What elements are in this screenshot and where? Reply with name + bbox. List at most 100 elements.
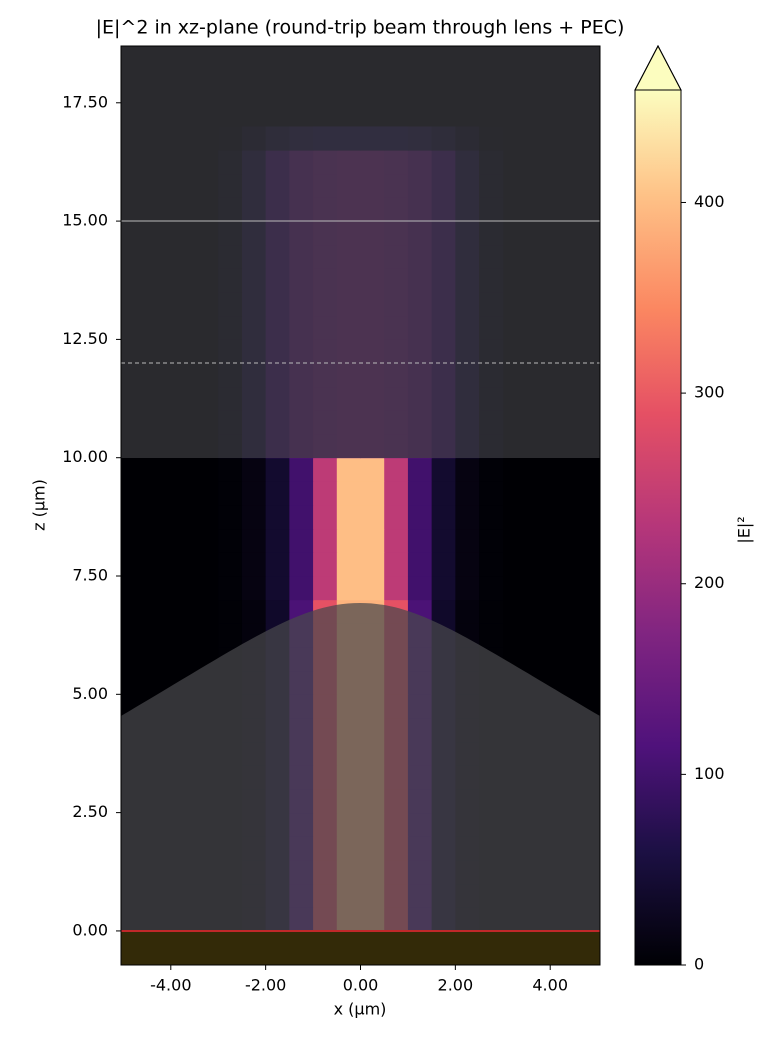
heatmap-cell	[360, 528, 385, 553]
pec	[121, 931, 600, 965]
x-axis-label: x (µm)	[334, 1000, 387, 1019]
heatmap-cell	[289, 481, 314, 506]
y-axis-label: z (µm)	[30, 479, 49, 531]
colorbar-label: |E|²	[735, 516, 754, 543]
heatmap-cell	[313, 576, 338, 601]
heatmap-cell	[407, 528, 433, 553]
heatmap-cell	[218, 457, 243, 482]
heatmap-cell	[218, 481, 243, 506]
heatmap-cell	[265, 576, 290, 601]
heatmap-cell	[336, 528, 361, 553]
heatmap-cell	[455, 505, 480, 530]
heatmap-cell	[431, 528, 456, 553]
heatmap-cell	[336, 457, 361, 482]
heatmap-cell	[407, 457, 433, 482]
heatmap-cell	[384, 576, 409, 601]
heatmap-cell	[431, 576, 456, 601]
heatmap-cell	[313, 552, 338, 577]
heatmap-cell	[265, 505, 290, 530]
heatmap-cell	[218, 599, 243, 624]
colorbar-tick-label: 300	[694, 383, 725, 402]
heatmap-cell	[455, 552, 480, 577]
heatmap-cell	[218, 576, 243, 601]
heatmap-cell	[455, 481, 480, 506]
heatmap-cell	[218, 623, 243, 648]
heatmap-cell	[384, 528, 409, 553]
heatmap-cell	[479, 457, 504, 482]
heatmap-cell	[479, 623, 504, 648]
heatmap-cell	[479, 576, 504, 601]
heatmap-cell	[241, 481, 267, 506]
heatmap-cell	[384, 457, 409, 482]
heatmap-cell	[265, 457, 290, 482]
heatmap-cell	[479, 481, 504, 506]
heatmap-cell	[336, 576, 361, 601]
overlays	[121, 46, 600, 965]
colorbar-extend	[634, 44, 682, 91]
colorbar-frame	[634, 44, 682, 966]
heatmap-cell	[384, 552, 409, 577]
heatmap-cell	[241, 457, 267, 482]
heatmap-cell	[241, 552, 267, 577]
heatmap-cell	[479, 552, 504, 577]
heatmap-cell	[241, 528, 267, 553]
heatmap-cell	[313, 528, 338, 553]
heatmap-cell	[289, 505, 314, 530]
upper-region	[121, 46, 600, 458]
heatmap-cell	[336, 505, 361, 530]
heatmap-cell	[313, 505, 338, 530]
heatmap-cell	[360, 457, 385, 482]
heatmap-cell	[407, 576, 433, 601]
heatmap-cell	[360, 576, 385, 601]
heatmap-cell	[241, 576, 267, 601]
x-tick-label: 2.00	[438, 976, 474, 995]
heatmap-cell	[431, 505, 456, 530]
heatmap-cell	[431, 481, 456, 506]
heatmap-cell	[218, 528, 243, 553]
heatmap-cell	[431, 457, 456, 482]
heatmap-cell	[336, 552, 361, 577]
heatmap-cell	[289, 528, 314, 553]
heatmap-cell	[313, 457, 338, 482]
heatmap-cell	[313, 481, 338, 506]
heatmap-cell	[241, 505, 267, 530]
colorbar-tick-label: 400	[694, 192, 725, 211]
heatmap-cell	[384, 505, 409, 530]
lens	[121, 603, 600, 931]
heatmap-cell	[336, 481, 361, 506]
x-tick-label: -2.00	[245, 976, 286, 995]
heatmap-cell	[289, 457, 314, 482]
y-tick-label: 0.00	[72, 920, 108, 939]
heatmap-cell	[265, 599, 290, 624]
colorbar-tick-label: 0	[694, 955, 704, 974]
y-tick-label: 2.50	[72, 802, 108, 821]
heatmap-cell	[289, 552, 314, 577]
heatmap-cell	[431, 552, 456, 577]
x-tick-label: -4.00	[150, 976, 191, 995]
chart-title: |E|^2 in xz-plane (round-trip beam throu…	[96, 17, 625, 39]
heatmap-cell	[289, 576, 314, 601]
heatmap-cell	[431, 599, 456, 624]
heatmap-cell	[407, 552, 433, 577]
heatmap-cell	[218, 505, 243, 530]
heatmap-cell	[455, 457, 480, 482]
colorbar-tick-label: 100	[694, 764, 725, 783]
y-tick-label: 10.00	[62, 447, 108, 466]
heatmap-cell	[479, 528, 504, 553]
heatmap-cell	[479, 505, 504, 530]
heatmap-cell	[455, 599, 480, 624]
y-tick-label: 17.50	[62, 92, 108, 111]
colorbar-tick-label: 200	[694, 573, 725, 592]
heatmap-cell	[455, 576, 480, 601]
heatmap-cell	[241, 599, 267, 624]
x-tick-label: 0.00	[343, 976, 379, 995]
heatmap-cell	[360, 481, 385, 506]
y-tick-label: 12.50	[62, 329, 108, 348]
heatmap-cell	[407, 505, 433, 530]
heatmap-cell	[407, 481, 433, 506]
heatmap-cell	[455, 528, 480, 553]
x-tick-label: 4.00	[532, 976, 568, 995]
heatmap-cell	[360, 505, 385, 530]
heatmap-cell	[265, 552, 290, 577]
